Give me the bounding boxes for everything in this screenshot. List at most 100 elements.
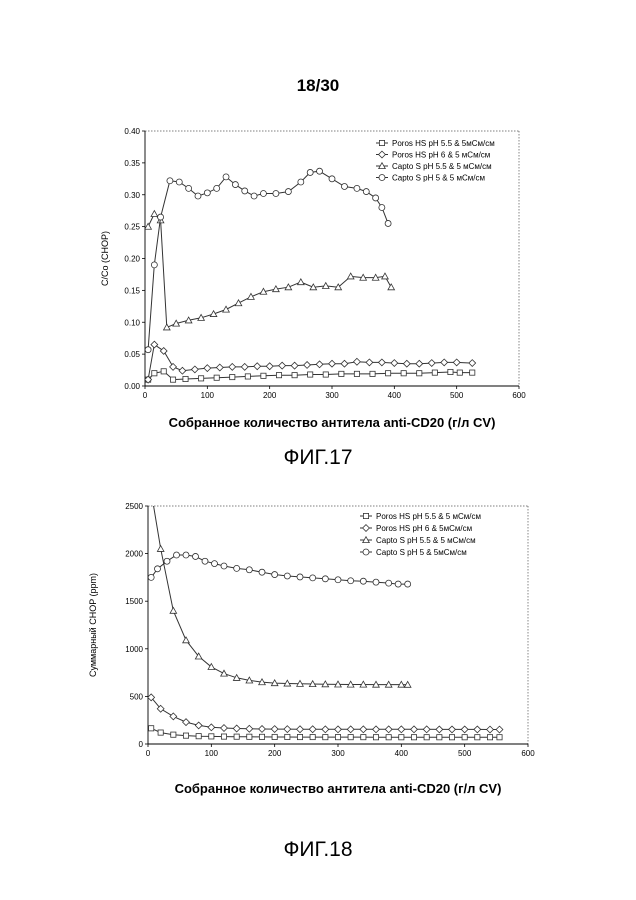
legend-entry: Poros HS pH 6 & 5 мСм/см [376,151,490,160]
data-point [335,735,340,740]
data-point [309,726,316,733]
data-point [241,363,248,370]
plot-fig18: 050010001500200025000100200300400500600С… [88,488,535,796]
data-point [272,734,277,739]
x-tick-label: 300 [331,749,345,758]
data-point [347,726,354,733]
data-point [322,726,329,733]
legend-label: Capto S pH 5 & 5мСм/см [376,548,467,557]
data-point [354,371,359,376]
data-point [339,371,344,376]
data-point [475,735,480,740]
data-point [195,722,202,729]
data-point [329,360,336,367]
data-point [183,637,190,643]
data-point [487,735,492,740]
data-point [292,373,297,378]
y-tick-label: 1000 [125,645,143,654]
legend-label: Poros HS pH 6 & 5 мСм/см [392,151,490,160]
data-point [432,370,437,375]
data-point [204,365,211,372]
legend-marker [379,151,386,158]
data-point [297,726,304,733]
data-point [291,362,298,369]
data-point [379,205,385,211]
data-point [360,578,366,584]
legend-label: Capto S pH 5.5 & 5 мСм/см [392,162,492,171]
data-point [260,190,266,196]
data-point [285,189,291,195]
series-line [151,555,408,584]
data-point [497,735,502,740]
x-tick-label: 600 [521,749,535,758]
data-point [170,363,177,370]
data-point [234,565,240,571]
data-point [151,262,157,268]
legend-entry: Capto S pH 5.5 & 5 мСм/см [376,162,492,171]
y-tick-label: 0.15 [124,286,140,295]
data-point [399,735,404,740]
data-point [221,725,228,732]
data-point [370,371,375,376]
series-line [148,171,388,350]
data-point [245,374,250,379]
y-tick-label: 2500 [125,502,143,511]
y-tick-label: 0.35 [124,159,140,168]
data-point [285,284,292,290]
y-tick-label: 0.00 [124,382,140,391]
data-point [401,371,406,376]
data-point [276,373,281,378]
data-point [179,367,186,374]
x-tick-label: 200 [268,749,282,758]
data-point [196,734,201,739]
data-point [223,174,229,180]
x-tick-label: 500 [450,391,464,400]
data-point [329,176,335,182]
y-axis-label: C/Co (CHOP) [100,231,110,286]
data-point [386,580,392,586]
x-tick-label: 0 [143,391,148,400]
legend-entry: Capto S pH 5 & 5мСм/см [360,548,467,557]
data-point [469,360,476,367]
data-point [158,214,164,220]
data-point [171,732,176,737]
chart-fig18: 050010001500200025000100200300400500600С… [88,488,535,796]
data-point [398,726,405,733]
data-point [348,578,354,584]
data-point [341,360,348,367]
data-point [361,735,366,740]
x-tick-label: 100 [201,391,215,400]
data-point [223,306,230,312]
data-point [148,488,155,494]
data-point [424,735,429,740]
data-point [298,179,304,185]
data-point [161,369,166,374]
plot-fig17: 0.000.050.100.150.200.250.300.350.400100… [100,127,526,430]
data-point [405,581,411,587]
data-point [373,579,379,585]
data-point [157,546,164,552]
data-point [453,359,460,366]
legend-entry: Poros HS pH 5.5 & 5мСм/см [376,139,495,148]
data-point [149,726,154,731]
legend-label: Capto S pH 5 & 5 мСм/см [392,174,485,183]
data-point [208,724,215,731]
data-point [441,359,448,366]
data-point [449,735,454,740]
data-point [462,735,467,740]
data-point [378,359,385,366]
y-tick-label: 0.20 [124,255,140,264]
data-point [285,734,290,739]
y-tick-label: 0 [139,740,144,749]
legend-entry: Poros HS pH 6 & 5мСм/см [360,524,472,533]
data-point [304,362,311,369]
y-tick-label: 1500 [125,597,143,606]
data-point [221,734,226,739]
data-point [323,372,328,377]
series-line [151,492,408,685]
y-tick-label: 500 [130,692,144,701]
data-point [416,360,423,367]
data-point [411,726,418,733]
y-tick-label: 0.30 [124,191,140,200]
data-point [193,553,199,559]
